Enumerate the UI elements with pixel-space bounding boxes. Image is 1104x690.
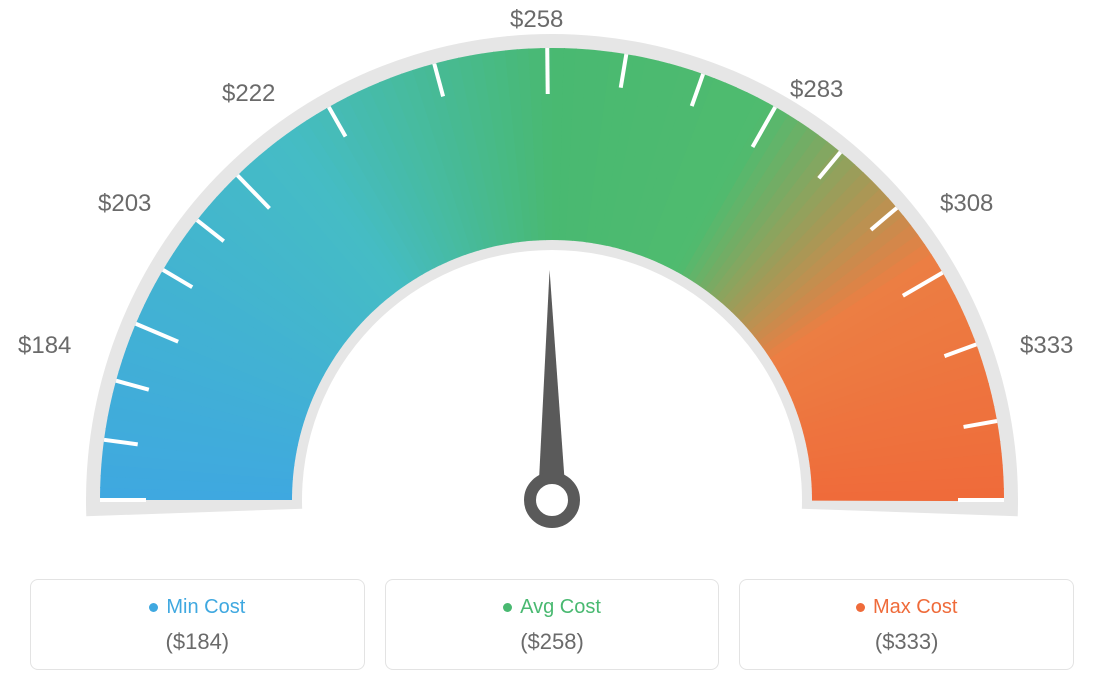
legend-avg-dot [503, 603, 512, 612]
legend-avg-value: ($258) [396, 629, 709, 655]
legend-min-cost: Min Cost ($184) [30, 579, 365, 670]
legend-min-dot [149, 603, 158, 612]
legend-row: Min Cost ($184) Avg Cost ($258) Max Cost… [30, 579, 1074, 670]
gauge-tick-label: $283 [790, 76, 843, 104]
legend-min-title: Min Cost [149, 596, 245, 619]
legend-max-cost: Max Cost ($333) [739, 579, 1074, 670]
legend-max-label: Max Cost [873, 596, 957, 619]
legend-max-dot [856, 603, 865, 612]
gauge-tick-label: $308 [940, 190, 993, 218]
legend-min-value: ($184) [41, 629, 354, 655]
legend-avg-title: Avg Cost [503, 596, 601, 619]
legend-max-value: ($333) [750, 629, 1063, 655]
legend-min-label: Min Cost [166, 596, 245, 619]
gauge-area: $184 $203 $222 $258 $283 $308 $333 [0, 0, 1104, 560]
legend-avg-label: Avg Cost [520, 596, 601, 619]
gauge-tick-label: $222 [222, 80, 275, 108]
gauge-tick-label: $184 [18, 332, 71, 360]
cost-gauge-chart: $184 $203 $222 $258 $283 $308 $333 Min Cost ($… [0, 0, 1104, 690]
gauge-tick-label: $258 [510, 6, 563, 34]
gauge-svg [0, 0, 1104, 560]
gauge-tick-label: $203 [98, 190, 151, 218]
gauge-tick-label: $333 [1020, 332, 1073, 360]
legend-avg-cost: Avg Cost ($258) [385, 579, 720, 670]
legend-max-title: Max Cost [856, 596, 957, 619]
